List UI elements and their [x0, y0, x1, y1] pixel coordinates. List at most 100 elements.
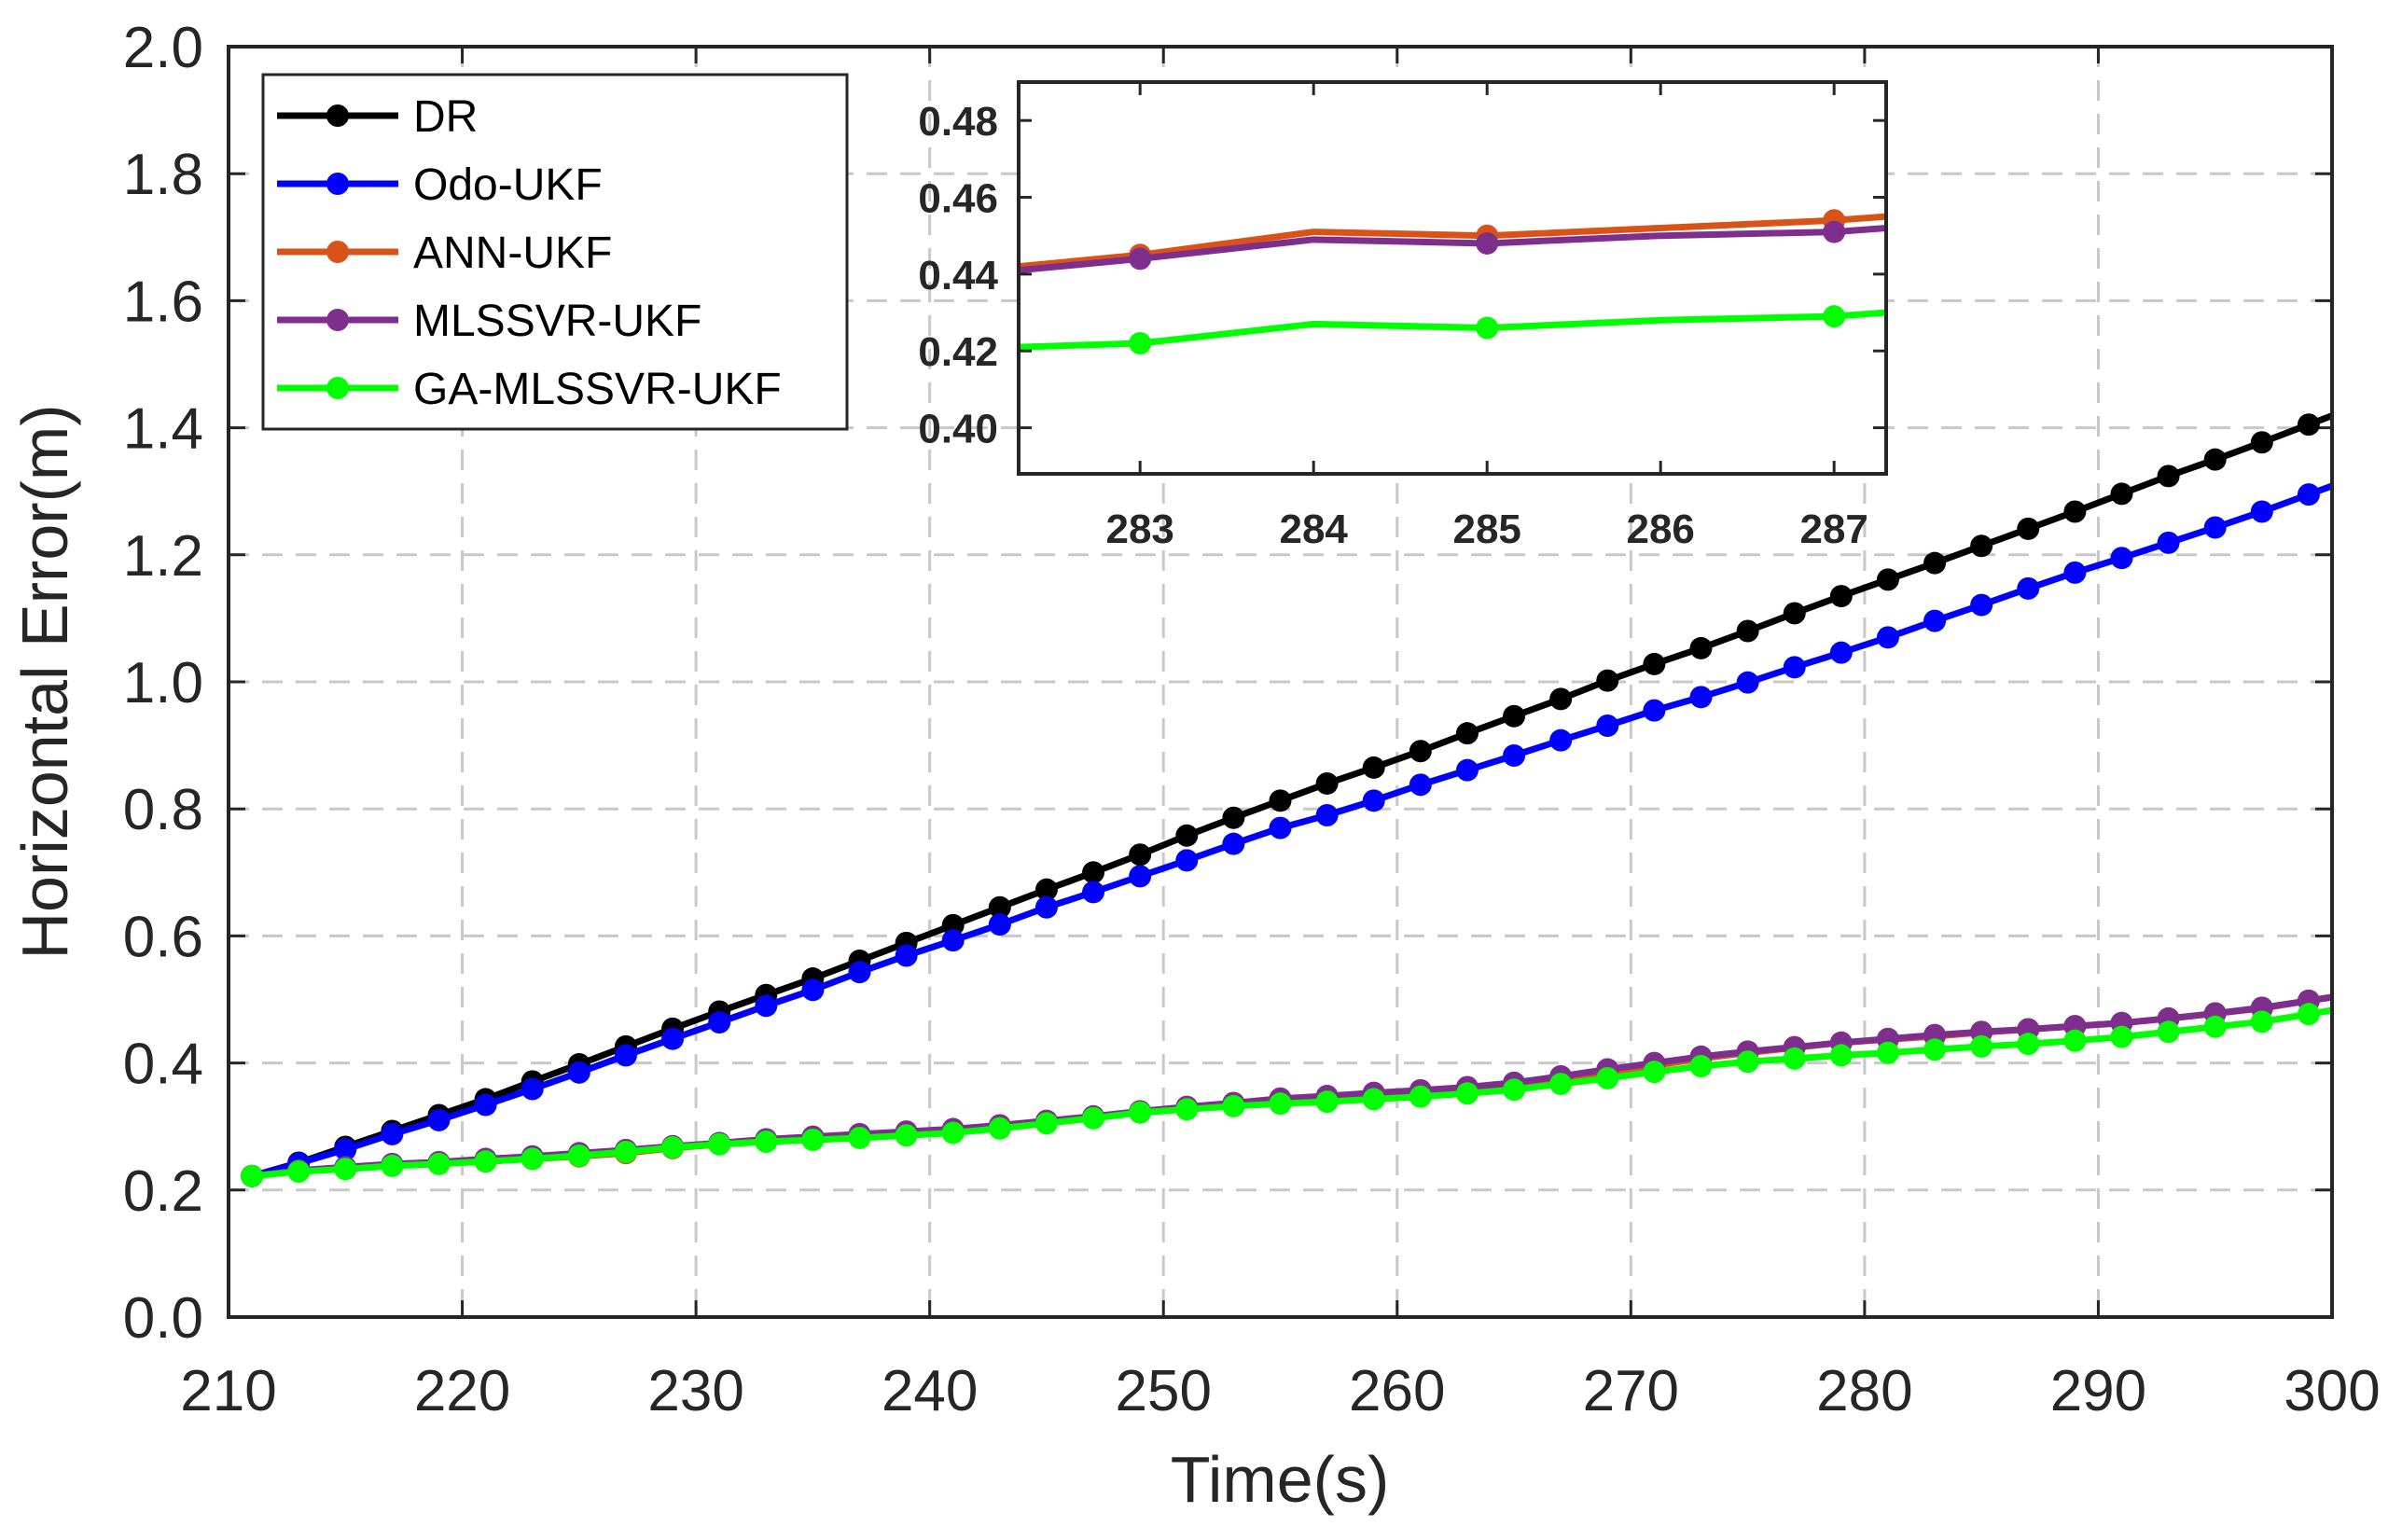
data-point	[474, 1150, 497, 1173]
data-point	[1549, 1073, 1573, 1096]
legend-item-odo-ukf: Odo-UKF	[277, 160, 603, 210]
y-tick-label: 0.0	[123, 1286, 203, 1351]
data-point	[1129, 843, 1152, 867]
data-point	[1034, 1112, 1058, 1135]
x-tick-label: 270	[1583, 1359, 1679, 1423]
data-point	[1503, 1078, 1526, 1102]
data-point	[2297, 1003, 2320, 1026]
data-point	[1829, 1044, 1853, 1067]
data-point	[521, 1077, 544, 1101]
legend-label: Odo-UKF	[413, 160, 603, 210]
x-tick-label: 220	[414, 1359, 510, 1423]
inset-frame	[1017, 80, 1888, 476]
data-point	[2203, 1015, 2227, 1038]
legend-item-mlssvr-ukf: MLSSVR-UKF	[277, 297, 701, 346]
data-point	[1643, 1061, 1666, 1084]
data-point	[708, 1132, 731, 1156]
data-point	[2297, 413, 2320, 437]
data-point	[1315, 771, 1339, 795]
data-point	[1503, 704, 1526, 728]
data-point	[1876, 568, 1899, 591]
inset-x-tick-label: 283	[1105, 506, 1173, 552]
inset-data-point	[1823, 220, 1846, 243]
y-axis-label: Horizontal Error(m)	[8, 404, 81, 959]
data-point	[1923, 609, 1947, 632]
y-tick-label: 0.6	[123, 905, 203, 969]
y-tick-label: 2.0	[123, 16, 203, 80]
data-point	[1175, 849, 1199, 872]
data-point	[941, 929, 965, 952]
y-tick-label: 1.6	[123, 270, 203, 334]
data-point	[1736, 671, 1759, 694]
data-point	[708, 1011, 731, 1034]
data-point	[1315, 1090, 1339, 1114]
data-point	[1970, 534, 1993, 558]
data-point	[1175, 824, 1199, 847]
data-point	[1876, 626, 1899, 649]
x-axis-label: Time(s)	[1171, 1443, 1390, 1516]
data-point	[1129, 865, 1152, 888]
data-point	[474, 1093, 497, 1117]
data-point	[1455, 722, 1479, 745]
data-point	[1596, 714, 1619, 737]
legend-swatch-marker	[326, 309, 349, 331]
data-point	[755, 1131, 778, 1154]
x-tick-label: 260	[1349, 1359, 1445, 1423]
data-point	[2157, 1020, 2180, 1044]
inset-plot: 283 284 285 286 287 0.40 0.42 0.44 0.46 0.48	[918, 80, 1888, 552]
data-point	[2110, 482, 2133, 506]
data-point	[941, 1121, 965, 1145]
data-point	[1129, 1101, 1152, 1124]
data-point	[1923, 1038, 1947, 1061]
data-point	[287, 1160, 311, 1184]
inset-x-tick-labels: 283 284 285 286 287	[1105, 82, 1868, 552]
inset-series-ga-mlssvr-ukf	[1018, 305, 1887, 354]
data-point	[2203, 516, 2227, 539]
data-point	[848, 961, 871, 984]
x-tick-label: 300	[2284, 1359, 2380, 1423]
legend-item-ga-mlssvr-ukf: GA-MLSSVR-UKF	[277, 365, 782, 414]
x-tick-labels: 210 220 230 240 250 260 270 280 290 300	[180, 1359, 2380, 1423]
data-point	[2017, 517, 2040, 540]
legend: DR Odo-UKF ANN-UKF MLSSVR-UKF GA-MLSSVR-UKF	[261, 73, 849, 431]
data-point	[1034, 895, 1058, 919]
x-tick-label: 230	[647, 1359, 743, 1423]
data-point	[661, 1027, 685, 1050]
data-point	[567, 1145, 590, 1168]
inset-data-point	[1476, 316, 1499, 340]
legend-swatch-marker	[326, 377, 349, 399]
data-point	[2157, 465, 2180, 488]
inset-x-tick-label: 284	[1279, 506, 1348, 552]
data-point	[1549, 687, 1573, 711]
data-point	[1596, 669, 1619, 692]
y-tick-label: 1.4	[123, 397, 203, 462]
inset-area	[1019, 82, 1886, 474]
data-point	[567, 1061, 590, 1084]
inset-x-tick-label: 287	[1799, 506, 1867, 552]
y-tick-label: 0.2	[123, 1159, 203, 1224]
data-point	[2250, 500, 2273, 523]
data-point	[1643, 699, 1666, 722]
data-point	[1549, 728, 1573, 752]
data-point	[1829, 585, 1853, 608]
data-point	[1222, 1094, 1245, 1117]
y-tick-label: 1.8	[123, 143, 203, 207]
y-tick-label: 0.4	[123, 1033, 203, 1097]
main-series	[241, 412, 2334, 1187]
data-point	[1970, 1034, 1993, 1058]
legend-label: MLSSVR-UKF	[413, 297, 701, 346]
legend-swatch-marker	[326, 104, 349, 127]
data-point	[1876, 1041, 1899, 1064]
data-point	[2250, 431, 2273, 454]
plot-frame	[227, 45, 2334, 1319]
data-point	[2063, 561, 2087, 584]
data-point	[2250, 1010, 2273, 1034]
y-tick-label: 1.2	[123, 524, 203, 589]
data-point	[1409, 1085, 1432, 1108]
data-point	[1315, 804, 1339, 827]
inset-data-point	[1823, 305, 1846, 328]
data-point	[2063, 500, 2087, 523]
data-point	[1082, 1106, 1105, 1130]
x-tick-label: 250	[1115, 1359, 1211, 1423]
